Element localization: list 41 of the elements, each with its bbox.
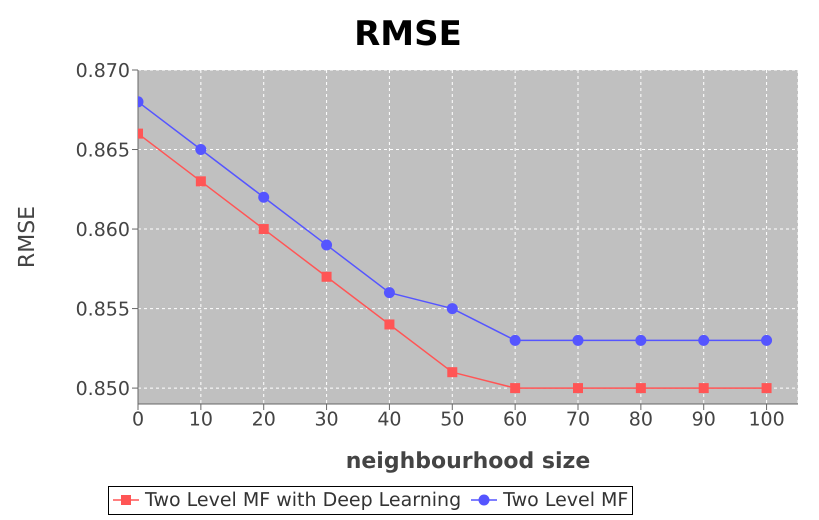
x-tick-label: 70 (566, 408, 590, 430)
y-tick-label: 0.865 (76, 139, 130, 162)
x-tick-label: 0 (132, 408, 144, 430)
x-tick-label: 100 (748, 408, 785, 430)
x-tick-label: 50 (440, 408, 464, 430)
point (321, 239, 332, 250)
x-tick-label: 90 (692, 408, 716, 430)
y-tick-label: 0.860 (76, 218, 130, 241)
x-tick-label: 30 (314, 408, 339, 430)
point (510, 383, 520, 394)
point (761, 334, 772, 346)
point (510, 334, 521, 346)
point (572, 334, 584, 346)
point (698, 334, 710, 346)
y-axis-title: RMSE (14, 206, 40, 268)
y-tick-label: 0.870 (76, 60, 130, 82)
point (384, 319, 394, 330)
legend-label: Two Level MF with Deep Learning (144, 489, 462, 511)
x-tick-label: 20 (252, 408, 276, 430)
x-axis-title: neighbourhood size (346, 449, 590, 474)
point (446, 303, 458, 314)
x-tick-label: 40 (377, 408, 402, 430)
y-tick-label: 0.855 (76, 298, 130, 320)
point (195, 144, 206, 156)
point (762, 383, 772, 394)
point (636, 383, 646, 394)
x-tick-label: 10 (188, 408, 213, 430)
point (698, 383, 709, 394)
point (258, 192, 270, 203)
point (196, 176, 206, 186)
legend-label: Two Level MF (502, 489, 628, 511)
point (322, 272, 332, 282)
x-tick-label: 80 (628, 408, 653, 430)
chart-title: RMSE (353, 13, 463, 56)
point (635, 334, 646, 346)
point (447, 367, 458, 378)
x-tick-label: 60 (503, 408, 528, 430)
point (258, 224, 269, 234)
point (384, 287, 395, 298)
point (573, 383, 583, 394)
y-tick-label: 0.850 (76, 378, 130, 400)
